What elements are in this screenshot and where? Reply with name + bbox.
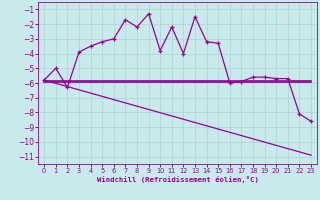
X-axis label: Windchill (Refroidissement éolien,°C): Windchill (Refroidissement éolien,°C)	[97, 176, 259, 183]
